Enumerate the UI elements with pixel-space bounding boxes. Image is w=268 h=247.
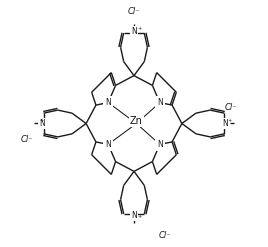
Text: N: N xyxy=(131,211,137,220)
Text: N: N xyxy=(39,119,45,128)
Text: N: N xyxy=(223,119,229,128)
Text: Cl⁻: Cl⁻ xyxy=(128,7,140,16)
Text: Cl⁻: Cl⁻ xyxy=(225,103,237,112)
Text: N: N xyxy=(105,140,111,149)
Text: N: N xyxy=(157,140,163,149)
Text: Zn: Zn xyxy=(130,116,143,126)
Text: Cl⁻: Cl⁻ xyxy=(21,135,34,144)
Text: N: N xyxy=(157,98,163,107)
Text: N: N xyxy=(105,98,111,107)
Text: +: + xyxy=(137,26,142,31)
Text: N: N xyxy=(131,27,137,36)
Text: Cl⁻: Cl⁻ xyxy=(158,231,171,240)
Text: +: + xyxy=(137,214,142,219)
Text: +: + xyxy=(228,118,232,123)
Text: +: + xyxy=(39,118,43,123)
